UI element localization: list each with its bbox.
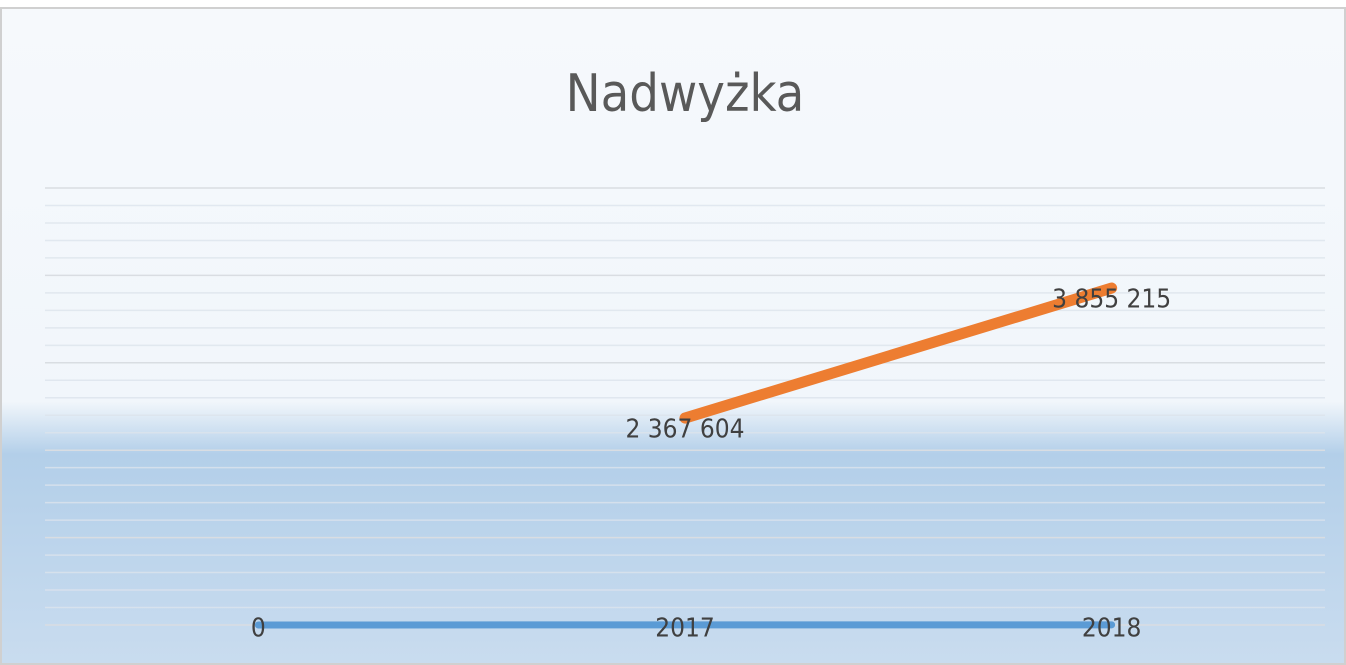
data-label: 2018 xyxy=(1082,613,1142,643)
data-label: 3 855 215 xyxy=(1052,285,1171,315)
data-label: 2 367 604 xyxy=(625,415,744,445)
data-label: 0 xyxy=(251,614,266,644)
chart-title: Nadwyżka xyxy=(566,64,805,124)
data-label: 2017 xyxy=(655,613,715,643)
series-line xyxy=(679,282,1118,424)
